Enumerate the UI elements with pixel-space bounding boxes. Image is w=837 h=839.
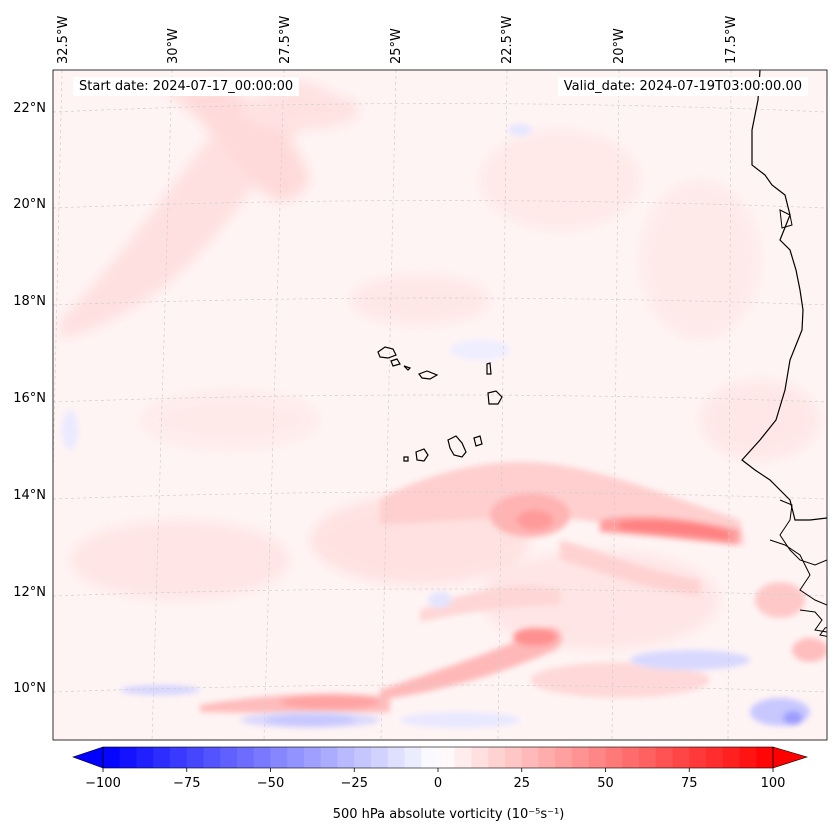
colorbar-title-text: 500 hPa absolute vorticity (10⁻⁵s⁻¹) — [332, 807, 565, 822]
colorbar-tick-label: −25 — [341, 776, 368, 791]
lon-label: 20°W — [612, 28, 627, 64]
colorbar: −100 −75 −50 −25 0 25 50 75 100 — [72, 746, 809, 791]
colorbar-segment — [103, 747, 121, 768]
colorbar-tick-label: 50 — [597, 776, 614, 791]
colorbar-high-extension — [772, 746, 809, 769]
colorbar-tick-label: −75 — [173, 776, 200, 791]
colorbar-segment — [689, 747, 707, 768]
colorbar-segment — [739, 747, 757, 768]
colorbar-tick-label: −100 — [85, 776, 121, 791]
africa-coastline — [741, 70, 827, 521]
colorbar-segment — [605, 747, 623, 768]
vorticity-field — [53, 70, 827, 740]
colorbar-segment — [220, 747, 238, 768]
lat-label: 10°N — [13, 681, 46, 696]
colorbar-segment — [706, 747, 724, 768]
colorbar-segment — [622, 747, 640, 768]
latitude-labels: 22°N 20°N 18°N 16°N 14°N 12°N 10°N — [13, 101, 46, 696]
colorbar-segment — [521, 747, 539, 768]
colorbar-segment — [136, 747, 154, 768]
valid-date-label: Valid_date: 2024-07-19T03:00:00.00 — [557, 77, 808, 96]
colorbar-segment — [722, 747, 740, 768]
colorbar-segment — [371, 747, 389, 768]
colorbar-segment — [655, 747, 673, 768]
colorbar-segment — [404, 747, 422, 768]
lon-label: 27.5°W — [278, 16, 293, 64]
colorbar-title: 500 hPa absolute vorticity (10⁻⁵s⁻¹) — [0, 807, 837, 822]
colorbar-segment — [488, 747, 506, 768]
colorbar-segment — [639, 747, 657, 768]
colorbar-segment — [320, 747, 338, 768]
colorbar-tick-label: −50 — [257, 776, 284, 791]
colorbar-segment — [270, 747, 288, 768]
lat-label: 12°N — [13, 585, 46, 600]
colorbar-segment — [387, 747, 405, 768]
colorbar-segment — [203, 747, 221, 768]
map-frame — [52, 69, 828, 741]
longitude-labels: 32.5°W 30°W 27.5°W 25°W 22.5°W 20°W 17.5… — [56, 16, 739, 64]
colorbar-segment — [153, 747, 171, 768]
start-date-label: Start date: 2024-07-17_00:00:00 — [73, 77, 300, 96]
lon-label: 17.5°W — [724, 16, 739, 64]
lon-label: 25°W — [389, 28, 404, 64]
colorbar-segment — [538, 747, 556, 768]
lat-label: 14°N — [13, 488, 46, 503]
lat-label: 22°N — [13, 101, 46, 116]
colorbar-tick-label: 100 — [761, 776, 786, 791]
colorbar-low-extension — [72, 746, 104, 769]
colorbar-tick-label: 25 — [513, 776, 530, 791]
colorbar-segment — [337, 747, 355, 768]
cape-verde-islands — [377, 346, 503, 462]
colorbar-tick-label: 75 — [681, 776, 698, 791]
colorbar-segment — [588, 747, 606, 768]
colorbar-segment — [438, 747, 456, 768]
colorbar-segment — [170, 747, 188, 768]
colorbar-segment — [672, 747, 690, 768]
colorbar-segment — [421, 747, 439, 768]
colorbar-segment — [756, 747, 774, 768]
graticule — [53, 70, 827, 740]
lon-label: 22.5°W — [500, 16, 515, 64]
lon-label: 32.5°W — [56, 16, 71, 64]
colorbar-segment — [253, 747, 271, 768]
lat-label: 20°N — [13, 197, 46, 212]
colorbar-segment — [304, 747, 322, 768]
colorbar-segment — [354, 747, 372, 768]
lon-label: 30°W — [166, 28, 181, 64]
colorbar-segments — [103, 747, 774, 768]
colorbar-segment — [572, 747, 590, 768]
lat-label: 18°N — [13, 294, 46, 309]
colorbar-segment — [505, 747, 523, 768]
colorbar-segment — [555, 747, 573, 768]
colorbar-segment — [237, 747, 255, 768]
colorbar-segment — [471, 747, 489, 768]
lat-label: 16°N — [13, 391, 46, 406]
colorbar-segment — [186, 747, 204, 768]
colorbar-ticks: −100 −75 −50 −25 0 25 50 75 100 — [85, 768, 785, 791]
colorbar-segment — [287, 747, 305, 768]
colorbar-segment — [454, 747, 472, 768]
colorbar-tick-label: 0 — [434, 776, 442, 791]
colorbar-segment — [119, 747, 137, 768]
